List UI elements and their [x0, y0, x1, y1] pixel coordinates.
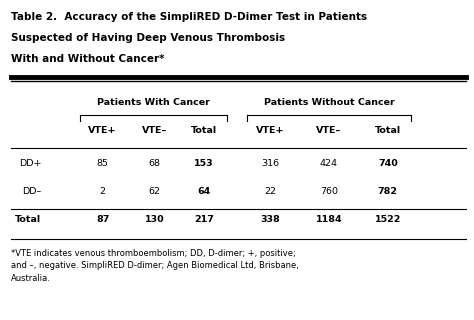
Text: DD+: DD+: [19, 159, 41, 168]
Text: 85: 85: [97, 159, 109, 168]
Text: 1522: 1522: [374, 215, 401, 224]
Text: Total: Total: [15, 215, 41, 224]
Text: 130: 130: [145, 215, 164, 224]
Text: 22: 22: [264, 187, 276, 196]
Text: 68: 68: [148, 159, 161, 168]
Text: Table 2.  Accuracy of the SimpliRED D-Dimer Test in Patients: Table 2. Accuracy of the SimpliRED D-Dim…: [11, 12, 367, 22]
Text: 64: 64: [197, 187, 210, 196]
Text: 316: 316: [261, 159, 279, 168]
Text: 424: 424: [320, 159, 338, 168]
Text: *VTE indicates venous thromboembolism; DD, D-dimer; +, positive;
and –, negative: *VTE indicates venous thromboembolism; D…: [11, 249, 299, 283]
Text: 782: 782: [378, 187, 398, 196]
Text: 62: 62: [148, 187, 161, 196]
Text: VTE–: VTE–: [142, 126, 167, 135]
Text: Suspected of Having Deep Venous Thrombosis: Suspected of Having Deep Venous Thrombos…: [11, 33, 285, 43]
Text: Total: Total: [375, 126, 401, 135]
Text: 87: 87: [96, 215, 109, 224]
Text: Patients With Cancer: Patients With Cancer: [97, 98, 210, 107]
Text: 217: 217: [194, 215, 214, 224]
Text: With and Without Cancer*: With and Without Cancer*: [11, 54, 164, 64]
Text: VTE+: VTE+: [256, 126, 284, 135]
Text: VTE–: VTE–: [316, 126, 341, 135]
Text: 740: 740: [378, 159, 398, 168]
Text: DD–: DD–: [22, 187, 41, 196]
Text: 338: 338: [260, 215, 280, 224]
Text: 760: 760: [320, 187, 338, 196]
Text: Patients Without Cancer: Patients Without Cancer: [264, 98, 394, 107]
Text: 2: 2: [100, 187, 106, 196]
Text: VTE+: VTE+: [89, 126, 117, 135]
Text: Total: Total: [191, 126, 217, 135]
Text: 1184: 1184: [316, 215, 342, 224]
Text: 153: 153: [194, 159, 214, 168]
